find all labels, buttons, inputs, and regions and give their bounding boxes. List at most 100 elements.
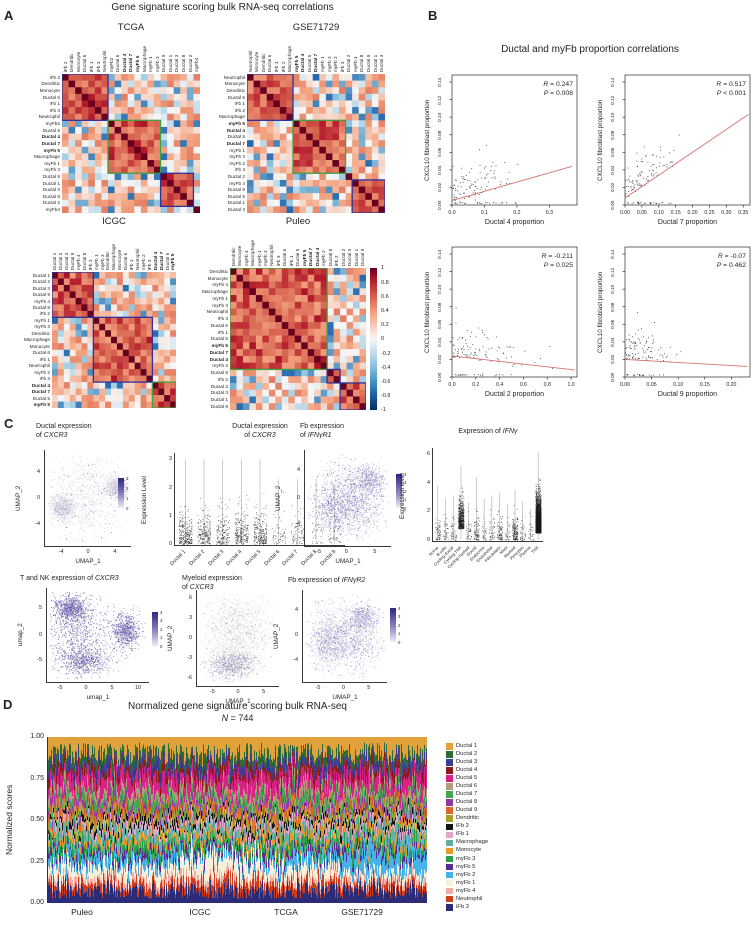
- legend-label: myFb 3: [456, 855, 476, 862]
- legend-label: Ductal 8: [456, 799, 478, 806]
- legend-swatch: [446, 767, 453, 774]
- heatmap-row-label: Ductal 6: [210, 322, 228, 328]
- heatmap-GSE71729: [247, 74, 385, 213]
- legend-swatch: [446, 887, 453, 895]
- heatmap-row-label: myFb 2: [34, 369, 50, 375]
- heatmap-row-label: Neutrophil: [38, 114, 60, 120]
- legend-swatch: [446, 783, 453, 790]
- heatmap-title-Puleo: Puleo: [285, 216, 311, 227]
- stacked-area-chart: [48, 737, 427, 903]
- axis-frame-ductal_cxcr3: [44, 450, 131, 547]
- x-tick: 0: [84, 685, 88, 691]
- panel-b-title: Ductal and myFb proportion correlations: [501, 44, 679, 55]
- x-tick: 0: [344, 549, 348, 555]
- x-tick: 1.0: [567, 382, 575, 388]
- colorbar-tick: 3: [404, 480, 407, 485]
- colorbar-tick: -0.8: [381, 393, 391, 400]
- heatmap-col-label: iFb 2: [62, 61, 68, 72]
- colorbar-tick: 2: [404, 488, 407, 494]
- heatmap-col-label: myFb 3: [263, 250, 269, 266]
- colorbar-tick: -0.4: [381, 364, 391, 371]
- axis-frame-ifng_violin: [432, 448, 543, 542]
- heatmap-col-label: Ductal 4: [121, 53, 127, 72]
- y-tick: -4: [293, 656, 298, 663]
- y-tick: 0.00: [30, 899, 44, 906]
- legend-label: Ductal 2: [456, 750, 478, 757]
- y-tick: 3: [168, 456, 172, 463]
- x-axis-title: UMAP_1: [335, 558, 361, 565]
- colorbar-tick: 2: [160, 626, 163, 632]
- x-tick: 0.2: [513, 210, 521, 216]
- axis-frame-ductal_cxcr3_violin: [174, 453, 345, 546]
- heatmap-col-label: Ductal 2: [58, 252, 64, 270]
- title-line: of CXCR3: [182, 584, 214, 591]
- heatmap-row-label: Macrophage: [201, 289, 228, 295]
- y-tick: -5: [37, 657, 42, 664]
- y-tick: -6: [187, 675, 192, 682]
- x-tick: 0.05: [646, 382, 657, 388]
- colorbar: [390, 608, 396, 642]
- heatmap-col-label: myFb 5: [134, 55, 140, 72]
- heatmap-col-label: Dendritic: [260, 53, 266, 73]
- panel-d-n: N = 744: [48, 713, 427, 723]
- y-axis-title: UMAP_2: [273, 623, 280, 649]
- heatmap-col-label: Ductal 8: [359, 54, 365, 72]
- x-axis-title: Ductal 9 proportion: [657, 391, 718, 398]
- x-group-label: TCGA: [274, 907, 298, 917]
- legend-swatch: [446, 904, 453, 911]
- heatmap-row-label: myFb 1: [229, 147, 245, 153]
- plot-title-ductal_cxcr3: Ductal expression of CXCR3: [36, 422, 146, 440]
- heatmap-row-label: Macrophage: [23, 337, 50, 343]
- y-tick: 1.00: [30, 733, 44, 740]
- heatmap-col-label: myFb 3: [99, 254, 105, 270]
- x-tick: -5: [57, 685, 63, 691]
- heatmap-col-label: iFb 1: [88, 61, 94, 72]
- heatmap-col-label: myFb 1: [148, 56, 154, 72]
- legend-label: Dendritic: [456, 815, 479, 822]
- heatmap-col-label: iFb 2: [334, 255, 340, 266]
- heatmap-col-label: Ductal 7: [313, 53, 319, 72]
- x-tick: 0.1: [480, 210, 489, 216]
- y-axis-title: CXCL10 fibroblast proportion: [424, 99, 431, 181]
- r-value: R = -0.211: [541, 253, 573, 260]
- heatmap-row-label: Ductal 7: [226, 140, 245, 146]
- heatmap-col-label: iFb 1: [288, 255, 294, 266]
- y-tick: 2: [426, 508, 430, 515]
- colorbar-tick: 0: [404, 505, 407, 511]
- heatmap-row-label: myFb 4: [34, 298, 50, 304]
- colorbar-tick: 2: [126, 485, 129, 491]
- x-tick: 0.20: [726, 382, 737, 388]
- y-tick: 0.14: [438, 77, 443, 87]
- heatmap-col-label: iFb 1: [273, 61, 279, 72]
- y-tick: -4: [295, 520, 300, 527]
- x-tick: 0.00: [619, 210, 631, 216]
- heatmap-col-label: Ductal 2: [187, 54, 193, 72]
- plot-title-ductal_cxcr3_violin: Ductal expression of CXCR3: [176, 422, 344, 440]
- x-tick: 0.05: [636, 210, 647, 216]
- umap-myeloid_cxcr3: [198, 592, 278, 684]
- heatmap-row-label: Ductal 9: [42, 173, 60, 179]
- panel-a-title: Gene signature scoring bulk RNA-seq corr…: [111, 2, 334, 13]
- heatmap-col-label: myFb 2: [333, 56, 339, 72]
- heatmap-row-label: Ductal 6: [42, 94, 60, 100]
- heatmap-col-label: Ductal 9: [360, 248, 366, 266]
- x-tick: 0.30: [721, 210, 732, 216]
- colorbar-tick: 0: [160, 643, 163, 649]
- heatmap-col-label: Ductal 4: [152, 251, 158, 270]
- heatmap-row-label: Neutrophil: [206, 309, 228, 315]
- colorbar: [152, 612, 158, 646]
- heatmap-row-label: Macrophage: [33, 154, 60, 160]
- heatmap-col-label: myFb 3: [326, 56, 332, 72]
- heatmap-col-label: Macrophage: [287, 45, 293, 72]
- heatmap-row-label: Ductal 9: [32, 292, 50, 298]
- heatmap-col-label: myFb 1: [256, 250, 262, 266]
- y-tick: 0: [168, 541, 172, 547]
- y-tick: 4: [36, 469, 40, 476]
- legend-label: myFb 5: [456, 863, 476, 870]
- x-tick: 0.0: [448, 382, 456, 388]
- heatmap-col-label: iFb 2: [87, 259, 93, 270]
- heatmap-row-label: Ductal 7: [41, 140, 60, 146]
- heatmap-row-label: Ductal 9: [227, 193, 245, 199]
- heatmap-ICGC: [52, 272, 176, 408]
